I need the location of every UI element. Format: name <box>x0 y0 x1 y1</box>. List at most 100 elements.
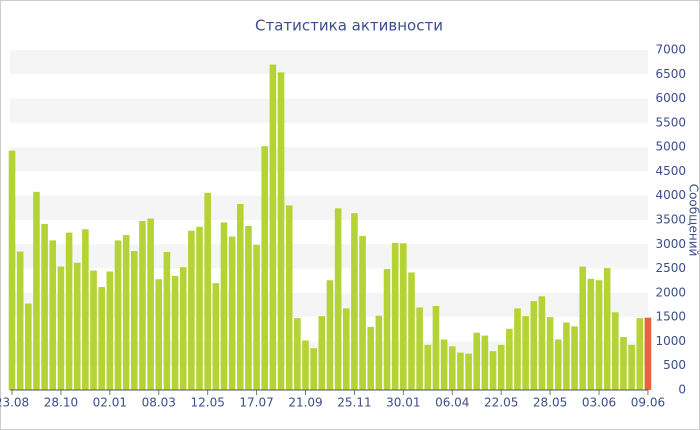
bar <box>481 335 489 390</box>
bar <box>269 64 277 391</box>
bar <box>571 326 578 390</box>
x-tick-label: 23.08 <box>0 396 29 410</box>
bar <box>579 266 587 390</box>
bar <box>342 308 350 390</box>
bar <box>375 315 383 390</box>
bar <box>41 223 48 390</box>
y-tick-label: 500 <box>663 358 686 372</box>
bar <box>554 339 562 390</box>
y-tick-label: 5000 <box>655 140 686 154</box>
bar <box>122 235 130 390</box>
bar <box>546 317 554 390</box>
x-tick-label: 25.11 <box>337 396 371 410</box>
y-tick-label: 2000 <box>655 285 686 299</box>
bar <box>90 270 97 390</box>
bar <box>310 348 317 390</box>
bar <box>514 308 521 390</box>
bar <box>33 191 40 390</box>
y-tick-label: 3500 <box>655 213 686 227</box>
x-tick-label: 06.04 <box>435 396 469 410</box>
x-tick-label: 28.05 <box>533 396 567 410</box>
bar <box>82 229 89 390</box>
bar <box>147 218 154 390</box>
bar <box>57 266 65 390</box>
bar <box>253 244 260 390</box>
x-tick-label: 03.06 <box>582 396 616 410</box>
bar <box>196 226 203 390</box>
x-tick-label: 22.05 <box>484 396 518 410</box>
y-tick-label: 6500 <box>655 67 686 81</box>
y-tick-label: 3000 <box>655 237 686 251</box>
y-tick-label: 4500 <box>655 164 686 178</box>
bar <box>179 267 187 390</box>
bar <box>424 344 432 390</box>
bar <box>155 279 163 390</box>
bar <box>408 272 415 390</box>
bar <box>106 271 114 390</box>
bar <box>334 208 342 390</box>
bar <box>612 312 619 390</box>
bar <box>228 236 236 390</box>
bar <box>98 287 105 390</box>
y-tick-label: 5500 <box>655 115 686 129</box>
bar <box>318 316 326 390</box>
bar <box>457 352 464 390</box>
grid-band <box>10 50 648 75</box>
bar <box>16 251 24 390</box>
y-tick-label: 7000 <box>655 43 686 57</box>
y-tick-label: 1000 <box>655 334 686 348</box>
bar <box>473 332 481 390</box>
bar <box>326 280 334 390</box>
chart-title: Статистика активности <box>255 17 443 35</box>
bar <box>506 328 513 390</box>
bar <box>139 220 146 390</box>
bar <box>620 337 627 390</box>
x-tick-label: 12.05 <box>190 396 224 410</box>
bar <box>25 303 32 390</box>
bar <box>114 240 122 390</box>
bar <box>538 296 546 390</box>
x-tick-label: 30.01 <box>386 396 420 410</box>
bar <box>563 322 570 390</box>
bar <box>587 278 595 390</box>
x-tick-label: 28.10 <box>44 396 78 410</box>
bar <box>603 268 611 390</box>
bar <box>351 213 358 390</box>
bar <box>432 305 440 390</box>
grid-band <box>10 195 648 220</box>
bar <box>220 222 228 390</box>
bar <box>171 275 179 390</box>
bar <box>163 252 171 390</box>
bar <box>49 240 57 390</box>
bar <box>236 203 244 390</box>
bar <box>277 72 285 390</box>
bar <box>416 307 423 390</box>
bar <box>497 344 505 390</box>
bar <box>130 251 138 390</box>
bar <box>367 326 375 390</box>
x-tick-label: 09.06 <box>631 396 665 410</box>
bar <box>522 316 529 390</box>
y-tick-label: 0 <box>678 383 686 397</box>
bar <box>489 351 497 390</box>
bar <box>465 353 472 390</box>
x-tick-label: 02.01 <box>93 396 127 410</box>
bar <box>245 225 252 390</box>
bar <box>391 242 399 390</box>
y-tick-label: 4000 <box>655 188 686 202</box>
bar <box>440 339 448 390</box>
y-axis-title: Сообщений <box>687 184 700 257</box>
bar <box>65 232 73 390</box>
bar <box>294 318 301 390</box>
bar <box>359 236 366 390</box>
bar <box>400 243 407 390</box>
bar <box>188 230 195 390</box>
grid-band <box>10 98 648 123</box>
x-tick-label: 21.09 <box>288 396 322 410</box>
bar <box>636 318 644 390</box>
bar <box>8 150 16 390</box>
grid-band <box>10 147 648 172</box>
bar <box>73 262 81 390</box>
bar <box>285 205 293 390</box>
